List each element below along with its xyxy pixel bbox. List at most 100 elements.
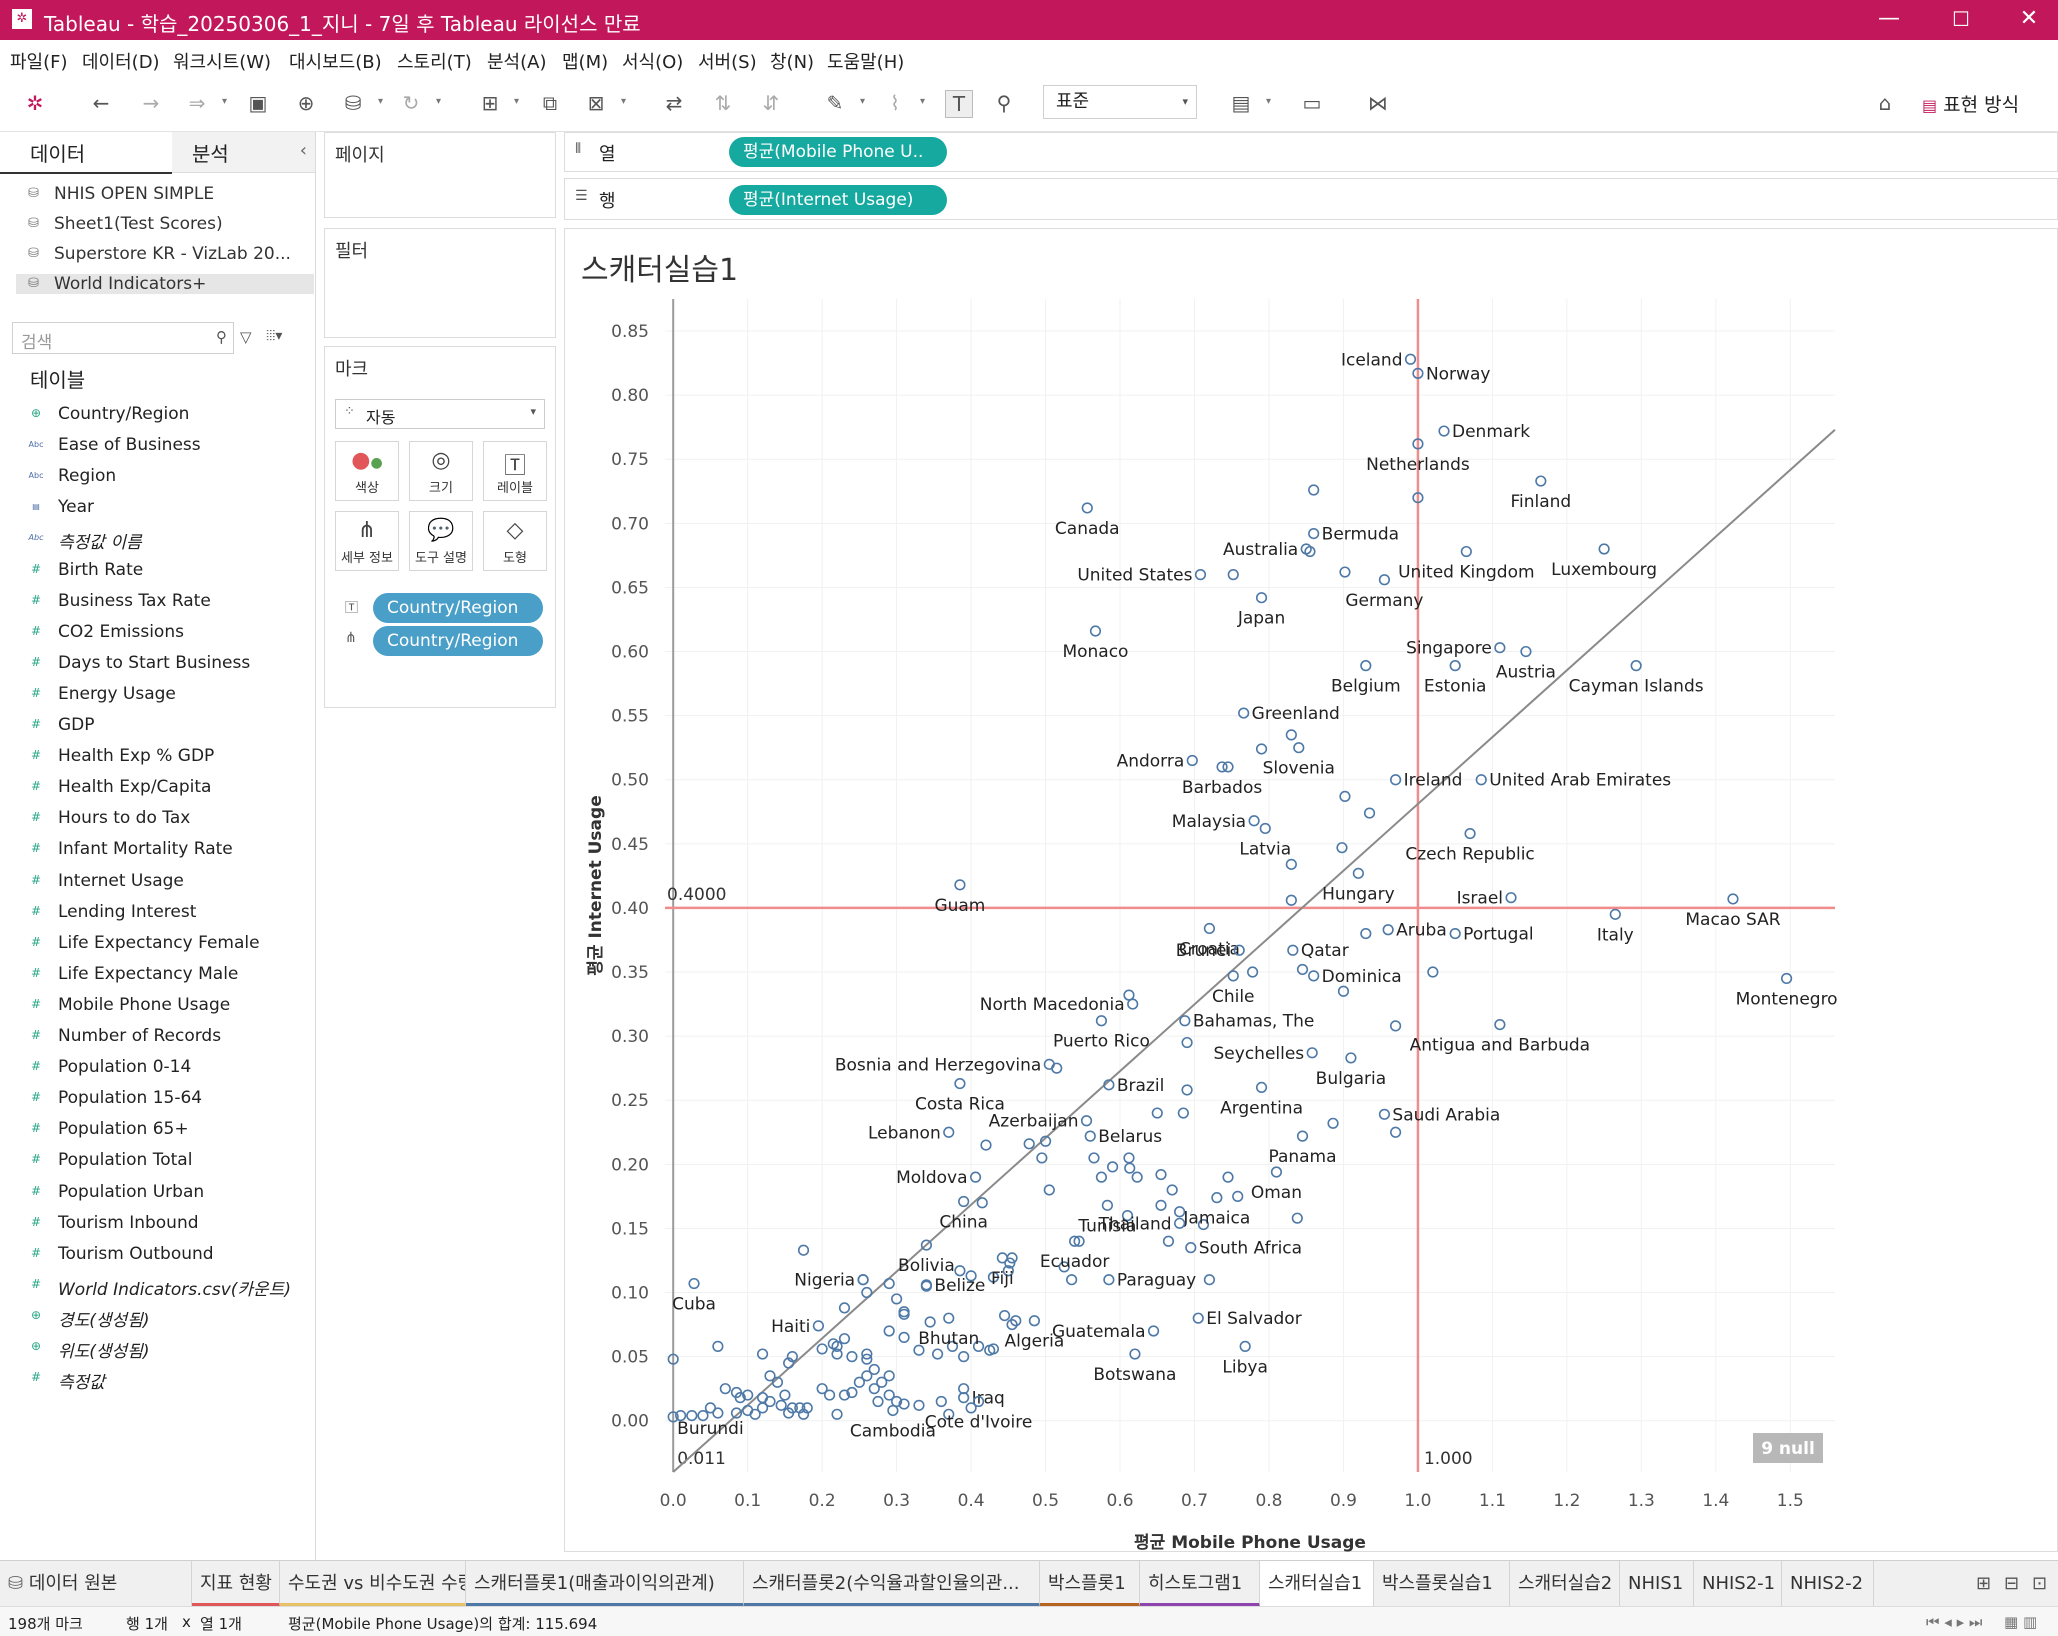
field-item[interactable]: # Population 0-14 [31,1057,191,1077]
data-point[interactable] [1006,1318,1018,1331]
sheet-tab[interactable]: 스캐터실습2 [1510,1561,1620,1607]
data-point[interactable] [1216,761,1228,773]
data-point[interactable] [972,1395,985,1408]
marks-pill-detail[interactable]: Country/Region [373,626,543,656]
data-point[interactable] [797,1408,810,1420]
menu-worksheet[interactable]: 워크시트(W) [173,52,272,73]
data-point[interactable] [868,1363,880,1376]
clear-sheet-icon[interactable]: ⊠ [587,91,605,115]
data-point[interactable] [1291,1212,1303,1224]
data-point[interactable] [794,1402,806,1414]
data-point[interactable] [846,1386,858,1399]
data-point[interactable] [1166,1184,1178,1196]
data-point[interactable] [954,1077,966,1090]
data-point[interactable] [816,1343,828,1355]
data-point[interactable] [958,1351,970,1363]
size-button[interactable]: ◎ 크기 [409,441,473,501]
replay-icon[interactable]: ⇒ [188,91,206,115]
menu-help[interactable]: 도움말(H) [827,52,905,73]
data-point[interactable] [1232,1190,1244,1202]
data-point[interactable] [1121,1210,1134,1222]
undo-icon[interactable]: ← [92,91,110,115]
field-item[interactable]: # Days to Start Business [31,653,250,673]
chevron-down-icon[interactable]: ▾ [1266,96,1272,107]
data-point[interactable] [1336,842,1348,854]
data-point[interactable] [1123,989,1135,1001]
data-point[interactable] [1378,1108,1391,1120]
data-point[interactable] [686,1409,698,1422]
data-point[interactable] [1179,1015,1191,1027]
highlight-icon[interactable]: ✎ [826,91,844,115]
data-point[interactable] [883,1370,895,1382]
data-point[interactable] [987,1271,1000,1283]
menu-story[interactable]: 스토리(T) [397,52,472,73]
data-point[interactable] [1255,1081,1268,1094]
collapse-pane-icon[interactable]: ‹ [299,140,307,161]
data-point[interactable] [1089,625,1102,637]
data-point[interactable] [898,1308,910,1320]
data-point[interactable] [779,1389,791,1401]
data-point[interactable] [1069,1235,1081,1247]
data-point[interactable] [958,1383,970,1395]
view-size-select[interactable]: 표준 ▾ [1043,85,1197,119]
data-point[interactable] [958,1195,970,1208]
data-point[interactable] [1285,858,1297,870]
data-point[interactable] [801,1402,813,1414]
chevron-down-icon[interactable]: ▾ [920,96,926,107]
data-point[interactable] [1081,502,1093,514]
data-point[interactable] [688,1277,700,1290]
data-point[interactable] [1162,1235,1175,1247]
field-item[interactable]: # Population 15-64 [31,1088,202,1108]
data-point[interactable] [1155,1199,1167,1211]
data-point[interactable] [1404,353,1417,365]
data-point[interactable] [797,1244,810,1256]
data-point[interactable] [1296,963,1309,976]
data-point[interactable] [969,1171,982,1183]
data-point[interactable] [1088,1152,1100,1164]
data-point[interactable] [1449,660,1461,672]
data-point[interactable] [667,1411,679,1423]
data-point[interactable] [1449,927,1461,940]
data-point[interactable] [831,1340,843,1352]
data-point[interactable] [1494,642,1506,654]
data-point[interactable] [920,1279,933,1291]
field-item[interactable]: # World Indicators.csv(카운트) [31,1275,291,1300]
data-point[interactable] [712,1407,724,1419]
field-item[interactable]: # 측정값 [31,1368,105,1393]
data-point[interactable] [1106,1161,1119,1173]
field-item[interactable]: ▤ Year [32,497,94,517]
data-point[interactable] [756,1402,769,1414]
data-point[interactable] [946,1340,959,1352]
data-point[interactable] [704,1402,717,1414]
data-point[interactable] [1287,944,1299,956]
data-point[interactable] [1222,1171,1234,1183]
label-button[interactable]: 🅃 레이블 [483,441,547,501]
sheet-tab[interactable]: 수도권 vs 비수도권 수량분포 [280,1561,466,1607]
show-me-button[interactable]: ▤ 표현 방식 [1922,90,2019,117]
data-point[interactable] [1211,1192,1223,1204]
share-icon[interactable]: ⋈ [1368,91,1388,115]
data-point[interactable] [1300,543,1312,555]
data-point[interactable] [883,1325,895,1337]
data-point[interactable] [1293,742,1305,754]
data-point[interactable] [1285,894,1297,906]
tab-data[interactable]: 데이터 [0,132,172,174]
menu-file[interactable]: 파일(F) [10,52,68,73]
field-item[interactable]: # Population Total [31,1150,192,1170]
sheet-tab[interactable]: 지표 현황 [192,1561,280,1607]
data-point[interactable] [976,1197,988,1209]
data-point[interactable] [730,1407,743,1419]
data-point[interactable] [1505,892,1517,904]
data-point[interactable] [965,1402,977,1414]
data-point[interactable] [1520,645,1532,658]
field-item[interactable]: # Infant Mortality Rate [31,839,233,859]
data-point[interactable] [756,1348,769,1360]
tooltip-button[interactable]: 💬 도구 설명 [409,511,473,571]
data-point[interactable] [1427,966,1439,978]
data-point[interactable] [838,1333,851,1345]
data-point[interactable] [1233,944,1245,956]
data-point[interactable] [831,1348,843,1360]
data-point[interactable] [1630,660,1642,672]
rows-shelf[interactable]: ☰ 행 평균(Internet Usage) [564,178,2058,220]
data-point[interactable] [675,1409,687,1422]
